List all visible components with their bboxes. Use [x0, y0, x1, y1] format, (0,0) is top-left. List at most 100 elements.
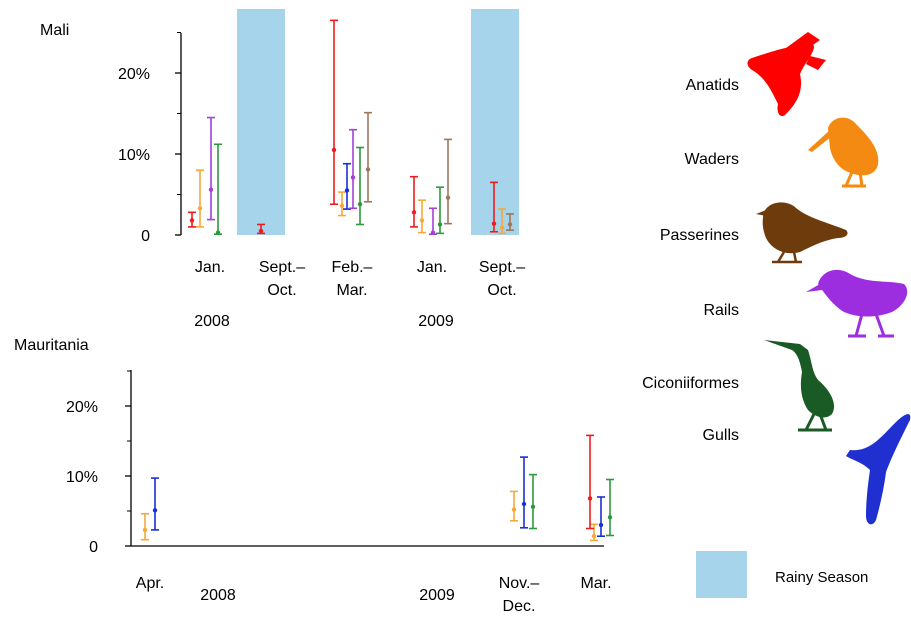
rail-silhouette-icon [806, 269, 908, 338]
anatids-data-point [189, 218, 195, 223]
mali-year-labels: 2008 2009 [194, 313, 454, 330]
ciconiiformes-error-bar [529, 473, 537, 530]
x-period-label: Dec. [503, 598, 536, 615]
ciconiiformes-error-bar [436, 186, 444, 235]
gulls-error-bar [520, 456, 528, 529]
y-tick-label: 20% [66, 399, 98, 416]
rainy-season-swatch [696, 551, 747, 598]
legend-label-passerines: Passerines [660, 227, 739, 244]
rails-data-point [430, 230, 436, 235]
mauritania-panel: Mauritania 0 10% 20% Apr. Nov.– Dec. Mar. 200… [14, 337, 614, 615]
ciconiiformes-data-point [437, 222, 443, 227]
mali-panel-title: Mali [40, 22, 69, 39]
legend-label-anatids: Anatids [686, 77, 739, 94]
heron-silhouette-icon [764, 340, 835, 432]
waders-data-point [499, 225, 505, 230]
mauritania-y-axis [125, 370, 604, 547]
legend-label-gulls: Gulls [703, 427, 739, 444]
rainy-season-band [471, 9, 519, 235]
mali-period-labels: Jan. Sept.– Oct. Feb.– Mar. Jan. Sept.– Oct. [195, 259, 525, 299]
rails-error-bar [349, 128, 357, 210]
gull-silhouette-icon [846, 414, 911, 525]
mauritania-y-tick-labels: 0 10% 20% [66, 399, 98, 556]
x-year-label: 2009 [419, 587, 455, 604]
x-period-label: Sept.– [259, 259, 305, 276]
waders-error-bar [498, 208, 506, 235]
waders-data-point [591, 534, 597, 539]
anatids-error-bar [188, 211, 196, 228]
anatids-data-point [258, 228, 264, 234]
waders-error-bar [510, 490, 518, 522]
anatids-data-point [411, 210, 417, 215]
legend: Anatids Waders Passerines Rails Ciconiif… [642, 32, 911, 598]
waders-data-point [419, 218, 425, 223]
x-period-label: Mar. [336, 282, 367, 299]
rails-error-bar [207, 116, 215, 221]
gulls-data-point [521, 501, 527, 507]
y-tick-label: 10% [118, 147, 150, 164]
x-period-label: Apr. [136, 575, 164, 592]
anatids-data-point [587, 496, 593, 501]
mauritania-panel-title: Mauritania [14, 337, 89, 354]
mali-panel: Mali 010%20% Jan. Sept.–Oct.Feb.–Mar.Jan.… [40, 9, 525, 330]
waders-error-bar [590, 523, 598, 542]
x-year-label: 2009 [418, 313, 454, 330]
y-tick-label: 0 [89, 539, 98, 556]
rails-data-point [350, 175, 356, 180]
anatids-error-bar [586, 434, 594, 530]
mali-y-tick-labels: 0 10% 20% [118, 66, 150, 245]
passerines-data-point [445, 195, 451, 200]
gulls-data-point [152, 508, 158, 513]
x-period-label: Oct. [267, 282, 296, 299]
waders-error-bar [418, 199, 426, 234]
ciconiiformes-error-bar [214, 143, 222, 235]
x-year-label: 2008 [194, 313, 230, 330]
sparrow-silhouette-icon [756, 202, 848, 264]
rainy-season-band [237, 9, 285, 235]
waders-error-bar [141, 512, 149, 541]
x-period-label: Feb.– [332, 259, 373, 276]
y-tick-label: 20% [118, 66, 150, 83]
x-period-label: Oct. [487, 282, 516, 299]
anatids-data-point [491, 221, 497, 226]
anatids-error-bar [330, 19, 338, 206]
x-period-label: Mar. [580, 575, 611, 592]
anatids-data-point [331, 147, 337, 153]
duck-silhouette-icon [747, 32, 826, 117]
waders-error-bar [196, 169, 204, 228]
waders-data-point [339, 203, 345, 209]
passerines-data-point [365, 167, 371, 172]
gulls-data-point [344, 188, 350, 193]
gulls-error-bar [597, 496, 605, 538]
x-period-label: Sept.– [479, 259, 525, 276]
mali-error-bars [188, 19, 514, 235]
rails-error-bar [429, 207, 437, 235]
gulls-data-point [598, 522, 604, 528]
waders-error-bar [338, 191, 346, 217]
waders-data-point [142, 527, 148, 533]
mali-rainy-season-bands [237, 9, 519, 235]
ciconiiformes-error-bar [356, 146, 364, 226]
waders-data-point [197, 206, 203, 211]
passerines-error-bar [444, 138, 452, 225]
ciconiiformes-data-point [215, 230, 221, 235]
legend-label-ciconiiformes: Ciconiiformes [642, 375, 739, 392]
x-period-label: Jan. [195, 259, 225, 276]
curlew-silhouette-icon [808, 117, 879, 188]
mali-y-axis [175, 32, 182, 236]
x-period-label: Jan. [417, 259, 447, 276]
legend-label-waders: Waders [684, 151, 739, 168]
ciconiiformes-data-point [530, 504, 536, 509]
ciconiiformes-error-bar [606, 478, 614, 537]
mauritania-period-labels: Apr. Nov.– Dec. Mar. [136, 575, 612, 615]
gulls-error-bar [343, 162, 351, 210]
x-period-label: Nov.– [499, 575, 540, 592]
passerines-error-bar [506, 213, 514, 231]
x-year-label: 2008 [200, 587, 236, 604]
rainy-season-label: Rainy Season [775, 569, 868, 586]
anatids-error-bar [410, 175, 418, 228]
rails-data-point [208, 187, 214, 192]
ciconiiformes-data-point [607, 515, 613, 520]
passerines-data-point [507, 222, 513, 227]
